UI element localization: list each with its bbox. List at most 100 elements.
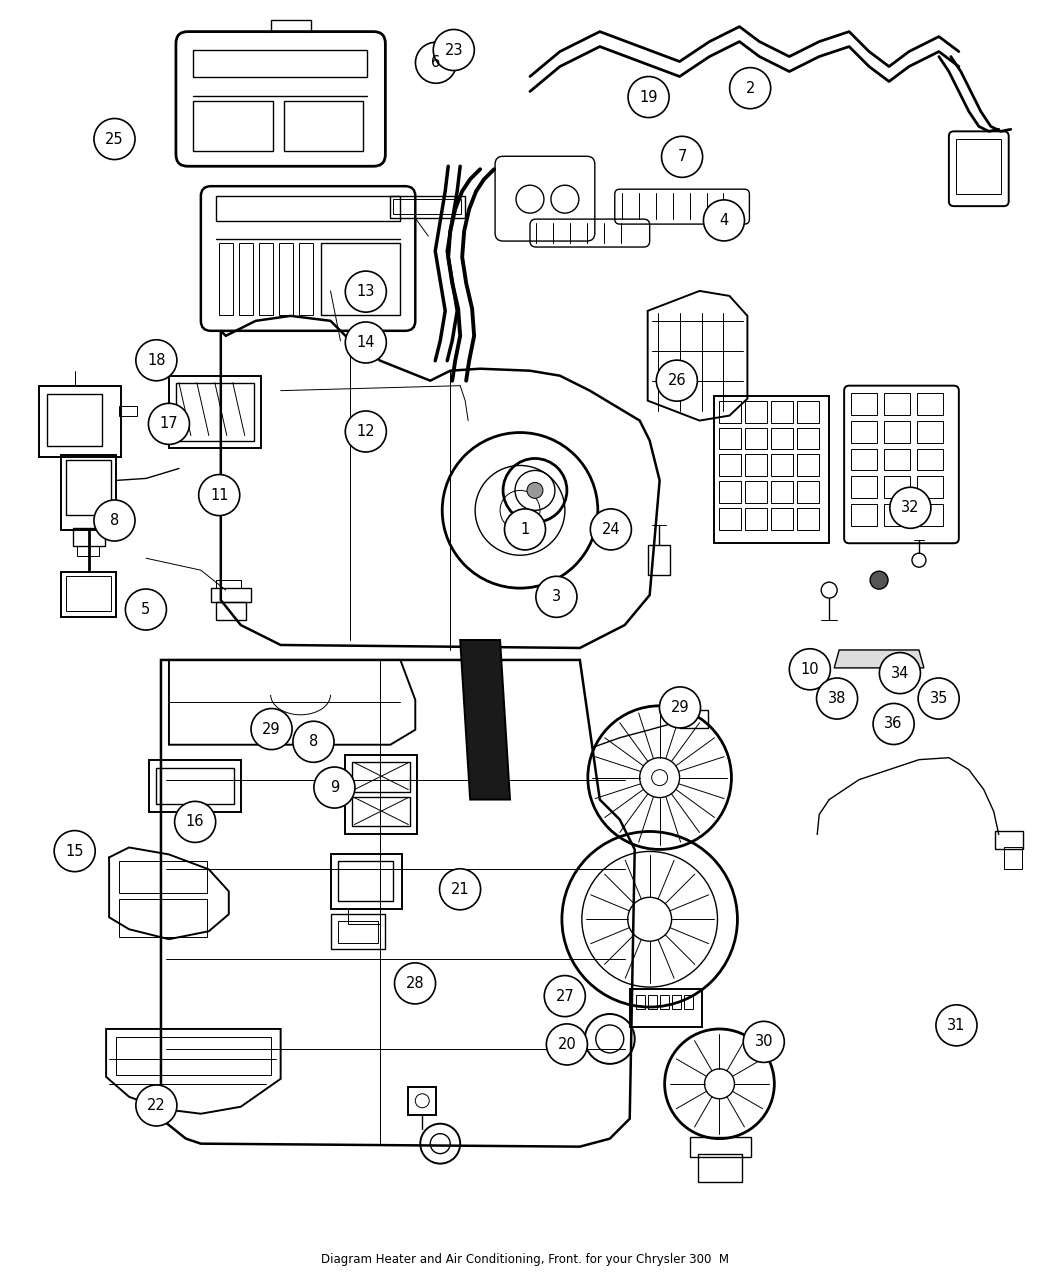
Circle shape	[730, 68, 771, 108]
Bar	[884, 505, 910, 527]
Circle shape	[656, 360, 697, 402]
Bar	[884, 393, 910, 414]
Bar	[852, 477, 877, 499]
Text: 17: 17	[160, 417, 178, 431]
Bar	[238, 244, 253, 315]
Bar	[216, 602, 246, 620]
Bar	[74, 528, 105, 546]
Text: 1: 1	[521, 521, 529, 537]
Text: 7: 7	[677, 149, 687, 164]
Bar	[994, 831, 1023, 849]
Circle shape	[293, 722, 334, 762]
Bar	[78, 546, 99, 556]
Bar	[338, 922, 378, 944]
Circle shape	[662, 136, 702, 177]
Bar	[917, 421, 943, 442]
Bar	[353, 797, 411, 826]
Circle shape	[874, 704, 915, 745]
Bar	[193, 50, 368, 78]
Bar	[746, 509, 768, 530]
Circle shape	[345, 272, 386, 312]
Circle shape	[55, 830, 96, 872]
Circle shape	[590, 509, 631, 550]
Bar	[176, 382, 254, 441]
Circle shape	[870, 571, 888, 589]
Text: 30: 30	[755, 1034, 773, 1049]
Text: 18: 18	[147, 353, 166, 367]
Text: 31: 31	[947, 1017, 966, 1033]
Bar	[117, 1037, 271, 1075]
Circle shape	[880, 653, 921, 694]
Circle shape	[93, 119, 135, 159]
Circle shape	[889, 487, 931, 528]
Bar	[61, 572, 117, 617]
Bar	[684, 994, 693, 1009]
Text: 8: 8	[110, 513, 119, 528]
Text: 11: 11	[210, 487, 229, 502]
Circle shape	[198, 474, 239, 515]
Bar	[331, 914, 385, 949]
Bar	[690, 1137, 752, 1156]
Bar	[797, 454, 819, 477]
Circle shape	[174, 802, 215, 843]
Bar	[852, 505, 877, 527]
Circle shape	[936, 1005, 977, 1046]
Bar	[61, 455, 117, 530]
Bar	[218, 244, 233, 315]
Text: 36: 36	[884, 717, 903, 732]
Bar	[797, 427, 819, 450]
Bar	[193, 102, 273, 152]
Bar	[119, 862, 207, 894]
Bar	[772, 509, 794, 530]
Text: 5: 5	[142, 602, 150, 617]
Bar	[630, 989, 701, 1026]
Bar	[659, 994, 669, 1009]
Bar	[679, 710, 708, 728]
Circle shape	[148, 403, 189, 445]
Circle shape	[395, 963, 436, 1003]
Bar	[746, 454, 768, 477]
Bar	[719, 482, 741, 504]
Circle shape	[544, 975, 585, 1016]
Text: 19: 19	[639, 89, 657, 105]
Text: 6: 6	[432, 55, 441, 70]
Text: 12: 12	[357, 425, 375, 439]
Circle shape	[527, 482, 543, 499]
Bar	[797, 400, 819, 422]
Text: 27: 27	[555, 988, 574, 1003]
Bar	[746, 427, 768, 450]
Circle shape	[345, 411, 386, 453]
Circle shape	[440, 868, 481, 910]
Text: 38: 38	[827, 691, 846, 706]
Circle shape	[135, 1085, 176, 1126]
Bar	[917, 449, 943, 470]
Bar	[797, 509, 819, 530]
Bar	[719, 427, 741, 450]
Text: 9: 9	[330, 780, 339, 796]
Circle shape	[135, 339, 176, 381]
Text: 21: 21	[450, 882, 469, 896]
Bar	[211, 588, 251, 602]
Bar	[119, 405, 138, 416]
Bar	[697, 1154, 742, 1182]
Bar	[956, 139, 1001, 194]
Bar	[47, 394, 102, 445]
Bar	[672, 994, 680, 1009]
Bar	[349, 909, 380, 924]
Text: 32: 32	[901, 500, 920, 515]
Bar	[39, 385, 121, 458]
Bar	[635, 994, 645, 1009]
Bar	[746, 482, 768, 504]
Text: 34: 34	[890, 666, 909, 681]
Text: 26: 26	[668, 374, 686, 388]
Text: 2: 2	[746, 80, 755, 96]
Text: 29: 29	[671, 700, 689, 715]
Text: 14: 14	[357, 335, 375, 349]
Text: 8: 8	[309, 734, 318, 750]
Bar	[648, 994, 656, 1009]
Bar	[917, 505, 943, 527]
Text: 23: 23	[444, 42, 463, 57]
Bar	[852, 449, 877, 470]
Bar	[772, 454, 794, 477]
Text: 28: 28	[405, 975, 424, 991]
